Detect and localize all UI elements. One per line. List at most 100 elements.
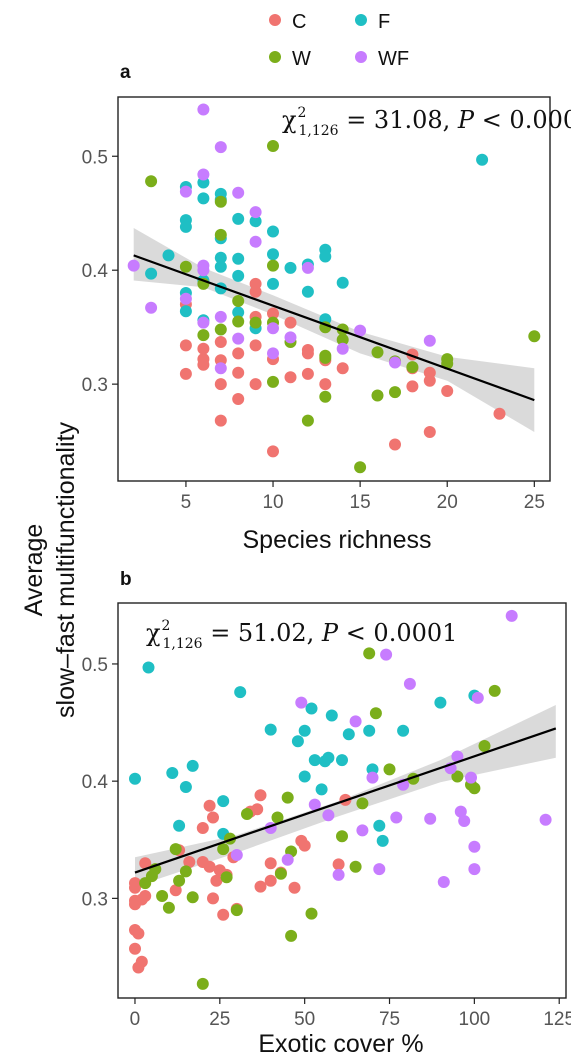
panel-b-point-wf <box>465 771 477 784</box>
panel-a-point-wf <box>179 185 192 198</box>
panel-b-point-c <box>139 857 152 870</box>
panel-a-point-c <box>179 367 192 380</box>
panel-b-point-c <box>251 803 264 816</box>
panel-a-point-wf <box>389 356 401 369</box>
panel-a-point-wf <box>179 292 192 305</box>
panel-a-point-w <box>267 259 279 272</box>
panel-b-point-w <box>281 791 294 804</box>
panel-a: a 5 10 15 20 25 0.3 0.4 0.5 χ2 1,126 = 31.08, P… <box>82 62 571 554</box>
panel-b-point-c <box>129 881 141 894</box>
panel-b-point-wf <box>281 853 294 866</box>
panel-b-point-w <box>356 797 369 810</box>
panel-b-fit-layer <box>134 727 557 874</box>
panel-a-point-c <box>232 347 245 360</box>
panel-b-point-w <box>196 977 209 990</box>
panel-a-point-f <box>319 250 332 263</box>
panel-a-point-c <box>197 358 210 371</box>
panel-a-point-w <box>301 414 314 427</box>
panel-a-point-w <box>197 329 210 342</box>
panel-b-point-w <box>488 684 501 697</box>
panel-b-point-wf <box>471 691 484 704</box>
panel-b-point-w <box>169 843 182 856</box>
panel-b-point-c <box>169 884 182 897</box>
panel-b-x-tick-label: 75 <box>379 1009 400 1030</box>
panel-b-point-c <box>288 881 301 894</box>
panel-a-point-c <box>249 339 262 352</box>
panel-b-tag: b <box>120 569 132 590</box>
panel-a-fit-layer <box>133 254 535 402</box>
panel-a-point-c <box>267 445 279 458</box>
panel-a-point-c <box>493 407 506 420</box>
panel-a-stat-chi: χ <box>282 106 297 134</box>
panel-b-point-c <box>203 860 216 873</box>
panel-b-x-tick-label: 125 <box>543 1009 571 1030</box>
panel-b-point-w <box>186 891 199 904</box>
panel-a-point-w <box>249 316 262 329</box>
panel-b-point-w <box>220 871 233 884</box>
panel-a-point-w <box>371 346 384 359</box>
panel-b-point-w <box>336 830 348 843</box>
panel-b-point-wf <box>230 849 243 861</box>
panel-a-point-f <box>476 153 489 166</box>
panel-b-point-c <box>264 874 277 887</box>
panel-a-point-c <box>336 362 349 375</box>
panel-a-stat-p: P <box>457 106 475 134</box>
panel-b-point-c <box>264 857 277 870</box>
panel-a-point-wf <box>214 310 227 323</box>
panel-a-point-w <box>214 195 227 208</box>
panel-a-point-wf <box>197 316 210 329</box>
panel-b-y-tick-label: 0.4 <box>82 772 109 793</box>
panel-a-point-wf <box>336 342 349 355</box>
panel-a-point-f <box>232 212 245 225</box>
panel-a-point-w <box>214 323 227 336</box>
panel-b-confidence-band-layer <box>135 705 556 887</box>
panel-b-point-w <box>162 901 175 914</box>
panel-b-point-c <box>132 927 145 940</box>
panel-b-point-w <box>271 811 284 824</box>
panel-a-point-c <box>284 371 297 384</box>
panel-a-point-f <box>267 277 279 290</box>
panel-b-point-wf <box>295 696 308 709</box>
panel-a-point-c <box>249 285 262 298</box>
legend-label-wf: WF <box>378 48 409 70</box>
panel-b-y-tick-label: 0.5 <box>82 655 108 676</box>
panel-a-point-c <box>301 347 314 360</box>
panel-a-point-wf <box>214 141 227 154</box>
panel-a-point-c <box>319 378 332 391</box>
legend-marker-wf <box>355 51 367 63</box>
panel-b-point-wf <box>539 813 552 826</box>
panel-b-point-f <box>305 702 318 715</box>
panel-b-point-wf <box>322 809 335 822</box>
panel-b-stat-rest: = 51.02, <box>203 619 322 647</box>
panel-b-point-w <box>156 890 169 902</box>
panel-b-point-f <box>142 661 155 674</box>
panel-b-point-f <box>325 709 338 722</box>
panel-a-point-wf <box>127 259 140 272</box>
panel-a-stat-rest: = 31.08, <box>339 106 458 134</box>
panel-b-point-wf <box>380 648 393 661</box>
panel-b-point-w <box>173 874 186 887</box>
legend-label-f: F <box>378 11 390 33</box>
panel-a-tag: a <box>120 62 131 83</box>
panel-a-point-c <box>406 380 419 393</box>
panel-a-point-w <box>336 333 349 346</box>
panel-a-point-w <box>267 375 279 388</box>
panel-a-point-w <box>528 330 541 343</box>
panel-a-point-wf <box>197 103 210 116</box>
panel-b-point-f <box>366 763 379 776</box>
panel-a-point-f <box>214 251 227 264</box>
panel-b-fit-line <box>134 727 557 874</box>
panel-b-point-f <box>234 686 247 699</box>
panel-b-point-c <box>217 908 230 921</box>
panel-a-point-f <box>214 260 227 273</box>
panel-a-point-w <box>371 389 384 402</box>
panel-a-y-tick-label: 0.3 <box>82 375 108 396</box>
panel-b-stat-annotation: χ2 1,126 = 51.02, P < 0.0001 <box>146 618 457 652</box>
panel-a-point-f <box>336 276 349 289</box>
panel-b-point-f <box>363 724 376 737</box>
panel-a-point-f <box>249 215 262 228</box>
panel-a-point-w <box>389 386 401 399</box>
panel-b-point-wf <box>349 715 362 728</box>
panel-b-x-ticks: 0 25 50 75 100 125 <box>130 998 571 1030</box>
panel-b-x-axis-title: Exotic cover % <box>258 1030 423 1058</box>
